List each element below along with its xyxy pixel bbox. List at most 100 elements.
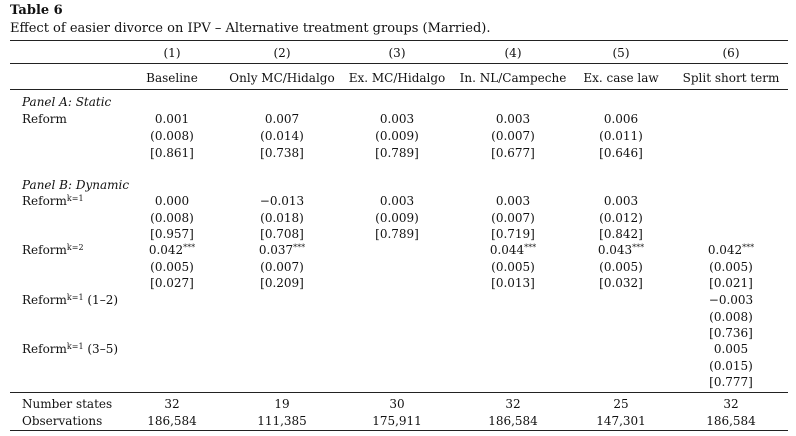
row-label-suffix: (1–2) [83,293,119,307]
pvalue-cell: [0.789] [375,146,419,160]
se-cell: (0.008) [150,211,194,225]
footer-label: Observations [22,414,103,428]
column-header: In. NL/Campeche [459,71,567,85]
footer-value: 186,584 [488,414,538,428]
coef-cell: 0.037*** [227,242,337,258]
coef-cell: 0.042*** [676,242,786,258]
coef-value: 0.044 [489,243,525,257]
row-label-base: Reform [22,194,67,208]
row-label: Reform [22,112,67,126]
pvalue-cell: [0.646] [599,146,643,160]
se-cell: (0.012) [599,211,643,225]
column-number: (6) [722,46,740,60]
significance-stars: *** [293,243,306,252]
top-rule [10,40,788,41]
pvalue-cell: [0.842] [599,227,643,241]
significance-stars: *** [632,243,645,252]
coef-cell: −0.003 [676,292,786,308]
footer-value: 32 [505,397,521,411]
coef-cell: 0.003 [566,193,676,209]
coef-value: 0.042 [148,243,184,257]
se-cell: (0.005) [709,260,753,274]
pvalue-cell: [0.032] [599,276,643,290]
coef-value: 0.003 [603,194,639,208]
se-cell: (0.005) [150,260,194,274]
coef-cell: 0.003 [342,193,452,209]
se-cell: (0.005) [599,260,643,274]
row-label-base: Reform [22,293,67,307]
coef-value: 0.005 [713,342,749,356]
coef-cell: 0.044*** [458,242,568,258]
coef-cell: 0.042*** [117,242,227,258]
row-label-superscript: k=1 [66,194,84,203]
row-label-base: Reform [22,342,67,356]
se-cell: (0.007) [260,260,304,274]
significance-stars: *** [742,243,755,252]
pvalue-cell: [0.777] [709,375,753,389]
pvalue-cell: [0.957] [150,227,194,241]
header-rule [10,89,788,90]
coef-value: 0.003 [379,194,415,208]
coef-value: 0.043 [597,243,633,257]
pvalue-cell: [0.677] [491,146,535,160]
column-header: Ex. case law [583,71,659,85]
footer-value: 32 [164,397,180,411]
row-label-base: Reform [22,243,67,257]
coef-value: 0.042 [707,243,743,257]
column-header: Only MC/Hidalgo [229,71,335,85]
coef-value: −0.013 [259,194,305,208]
footer-value: 175,911 [372,414,422,428]
se-cell: (0.015) [709,359,753,373]
coef-value: 0.037 [258,243,294,257]
se-cell: (0.011) [599,129,643,143]
row-label: Reformk=2 [22,242,84,258]
pvalue-cell: [0.027] [150,276,194,290]
row-label: Reformk=1 (3–5) [22,341,118,357]
pvalue-cell: [0.719] [491,227,535,241]
footer-value: 186,584 [706,414,756,428]
panel-title: Panel A: Static [22,95,112,109]
column-number: (4) [504,46,522,60]
column-number: (5) [612,46,630,60]
footer-value: 30 [389,397,405,411]
pvalue-cell: [0.861] [150,146,194,160]
coef-cell: 0.005 [676,341,786,357]
footer-rule [10,392,788,393]
column-number: (2) [273,46,291,60]
se-cell: (0.009) [375,129,419,143]
pvalue-cell: [0.738] [260,146,304,160]
footer-value: 32 [723,397,739,411]
table-label: Table 6 [10,3,63,18]
row-label: Reformk=1 (1–2) [22,292,118,308]
se-cell: (0.014) [260,129,304,143]
footer-label: Number states [22,397,113,411]
column-number: (3) [388,46,406,60]
pvalue-cell: [0.708] [260,227,304,241]
footer-value: 111,385 [257,414,307,428]
column-header: Baseline [146,71,198,85]
pvalue-cell: [0.021] [709,276,753,290]
table-caption: Effect of easier divorce on IPV – Altern… [10,21,491,36]
se-cell: (0.008) [150,129,194,143]
coef-cell: 0.003 [495,112,531,126]
row-label-suffix: (3–5) [83,342,119,356]
column-number: (1) [163,46,181,60]
se-cell: (0.007) [491,129,535,143]
coef-cell: 0.007 [264,112,300,126]
coef-value: 0.003 [495,194,531,208]
row-label: Reformk=1 [22,193,84,209]
footer-value: 19 [274,397,290,411]
coef-value: 0.000 [154,194,190,208]
row-label-superscript: k=1 [66,293,84,302]
significance-stars: *** [524,243,537,252]
coef-cell: 0.001 [154,112,190,126]
row-label-superscript: k=2 [66,243,84,252]
pvalue-cell: [0.789] [375,227,419,241]
significance-stars: *** [183,243,196,252]
column-header: Split short term [682,71,780,85]
pvalue-cell: [0.013] [491,276,535,290]
se-cell: (0.018) [260,211,304,225]
se-cell: (0.008) [709,310,753,324]
coef-cell: 0.003 [379,112,415,126]
